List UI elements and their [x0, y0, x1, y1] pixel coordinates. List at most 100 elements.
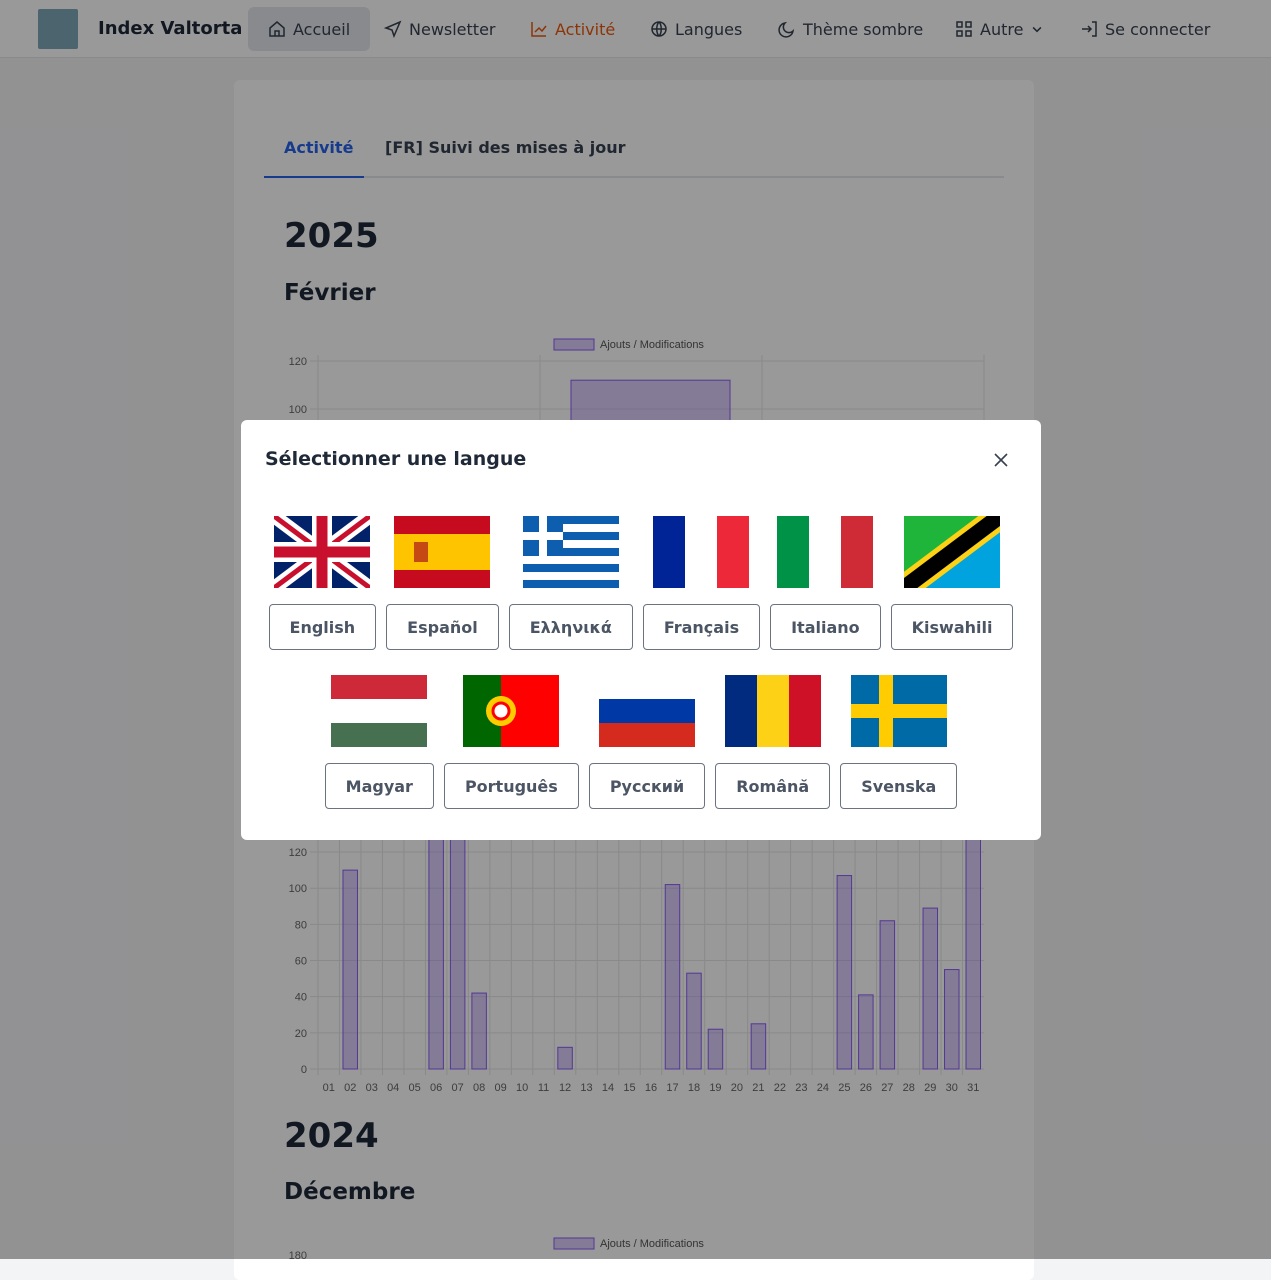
y-tick-label: 100: [289, 404, 307, 416]
nav-activite[interactable]: Activité: [510, 7, 635, 51]
language-button[interactable]: Español: [386, 604, 499, 650]
x-tick-label: 20: [731, 1082, 743, 1094]
language-button[interactable]: Ελληνικά: [508, 604, 633, 650]
language-button[interactable]: Français: [642, 604, 761, 650]
flag-romania-icon[interactable]: [724, 675, 821, 747]
nav-newsletter[interactable]: Newsletter: [364, 7, 516, 51]
y-tick-label: 180: [289, 1250, 307, 1259]
y-tick-label: 60: [295, 956, 307, 968]
x-tick-label: 04: [387, 1082, 399, 1094]
nav-autre[interactable]: Autre: [935, 7, 1064, 51]
flag-uk-icon[interactable]: [274, 516, 371, 588]
x-tick-label: 09: [494, 1082, 506, 1094]
nav-login[interactable]: Se connecter: [1060, 7, 1230, 51]
nav-label: Se connecter: [1105, 19, 1211, 39]
logo[interactable]: [38, 9, 78, 49]
bar: [750, 1023, 767, 1070]
language-button[interactable]: Svenska: [840, 763, 958, 809]
navbar: Index Valtorta Accueil Newsletter Activi…: [0, 0, 1271, 58]
nav-label: Accueil: [293, 19, 351, 39]
flag-greece-icon[interactable]: [522, 516, 619, 588]
x-tick-label: 11: [538, 1082, 549, 1094]
bar: [707, 1028, 724, 1070]
flag-russia-icon[interactable]: [599, 675, 696, 747]
bar: [686, 972, 702, 1070]
y-tick-label: 20: [295, 1028, 307, 1040]
bar: [342, 869, 358, 1070]
flag-hungary-icon[interactable]: [331, 675, 428, 747]
moon-icon: [778, 21, 795, 38]
y-tick-label: 0: [301, 1064, 307, 1076]
month-heading: Décembre: [284, 1179, 416, 1205]
x-tick-label: 26: [860, 1082, 872, 1094]
year-heading: 2024: [284, 1116, 379, 1156]
legend-label: Ajouts / Modifications: [600, 1238, 704, 1250]
x-tick-label: 24: [817, 1082, 829, 1094]
nav-label: Autre: [980, 19, 1024, 39]
language-option: Español: [386, 516, 499, 650]
x-tick-label: 08: [473, 1082, 485, 1094]
nav-label: Activité: [555, 19, 616, 39]
nav-langues[interactable]: Langues: [630, 7, 762, 51]
flag-spain-icon[interactable]: [394, 516, 491, 588]
home-icon: [269, 21, 285, 37]
flag-portugal-icon[interactable]: [463, 675, 560, 747]
nav-label: Langues: [675, 19, 743, 39]
x-tick-label: 21: [752, 1082, 764, 1094]
nav-label: Newsletter: [409, 19, 496, 39]
grid-icon: [956, 21, 972, 37]
language-button[interactable]: Kiswahili: [890, 604, 1014, 650]
x-tick-label: 15: [623, 1082, 635, 1094]
month-heading: Février: [284, 280, 376, 306]
tab-indicator: [264, 176, 364, 178]
language-option: Svenska: [840, 675, 958, 809]
y-tick-label: 120: [289, 356, 307, 368]
language-button[interactable]: Русский: [588, 763, 706, 809]
bar: [557, 1046, 573, 1070]
language-row: Magyar Português Русский Română Svenska: [241, 675, 1041, 809]
language-button[interactable]: Italiano: [770, 604, 881, 650]
bar: [471, 992, 487, 1070]
x-tick-label: 18: [688, 1082, 700, 1094]
language-button[interactable]: English: [268, 604, 377, 650]
modal-title: Sélectionner une langue: [265, 448, 527, 470]
bar: [944, 969, 960, 1070]
tab-suivi[interactable]: [FR] Suivi des mises à jour: [385, 138, 626, 157]
language-option: Português: [443, 675, 579, 809]
nav-theme[interactable]: Thème sombre: [758, 7, 943, 51]
x-tick-label: 07: [452, 1082, 464, 1094]
x-tick-label: 06: [430, 1082, 442, 1094]
y-tick-label: 120: [289, 847, 307, 859]
language-option: Română: [715, 675, 831, 809]
language-button[interactable]: Română: [715, 763, 831, 809]
flag-sweden-icon[interactable]: [850, 675, 947, 747]
language-modal: Sélectionner une langue English Español Ελ…: [241, 420, 1041, 840]
language-option: Magyar: [324, 675, 434, 809]
x-tick-label: 14: [602, 1082, 614, 1094]
language-button[interactable]: Português: [443, 763, 579, 809]
flag-italy-icon[interactable]: [777, 516, 874, 588]
tab-activite[interactable]: Activité: [284, 138, 354, 157]
x-tick-label: 30: [946, 1082, 958, 1094]
language-option: English: [268, 516, 377, 650]
x-tick-label: 02: [344, 1082, 356, 1094]
bar: [858, 994, 874, 1070]
close-icon[interactable]: [991, 450, 1011, 470]
nav-label: Thème sombre: [803, 19, 924, 39]
language-button[interactable]: Magyar: [324, 763, 434, 809]
nav-accueil[interactable]: Accueil: [248, 7, 371, 51]
flag-france-icon[interactable]: [653, 516, 750, 588]
x-tick-label: 22: [774, 1082, 786, 1094]
brand-name[interactable]: Index Valtorta: [98, 18, 243, 39]
login-icon: [1082, 21, 1097, 37]
x-tick-label: 01: [323, 1082, 335, 1094]
flag-tanzania-icon[interactable]: [904, 516, 1001, 588]
x-tick-label: 23: [795, 1082, 807, 1094]
x-tick-label: 03: [366, 1082, 378, 1094]
language-row: English Español Ελληνικά Français Italiano Ki…: [241, 516, 1041, 650]
language-option: Русский: [588, 675, 706, 809]
x-tick-label: 16: [645, 1082, 657, 1094]
x-tick-label: 29: [924, 1082, 936, 1094]
x-tick-label: 19: [709, 1082, 721, 1094]
